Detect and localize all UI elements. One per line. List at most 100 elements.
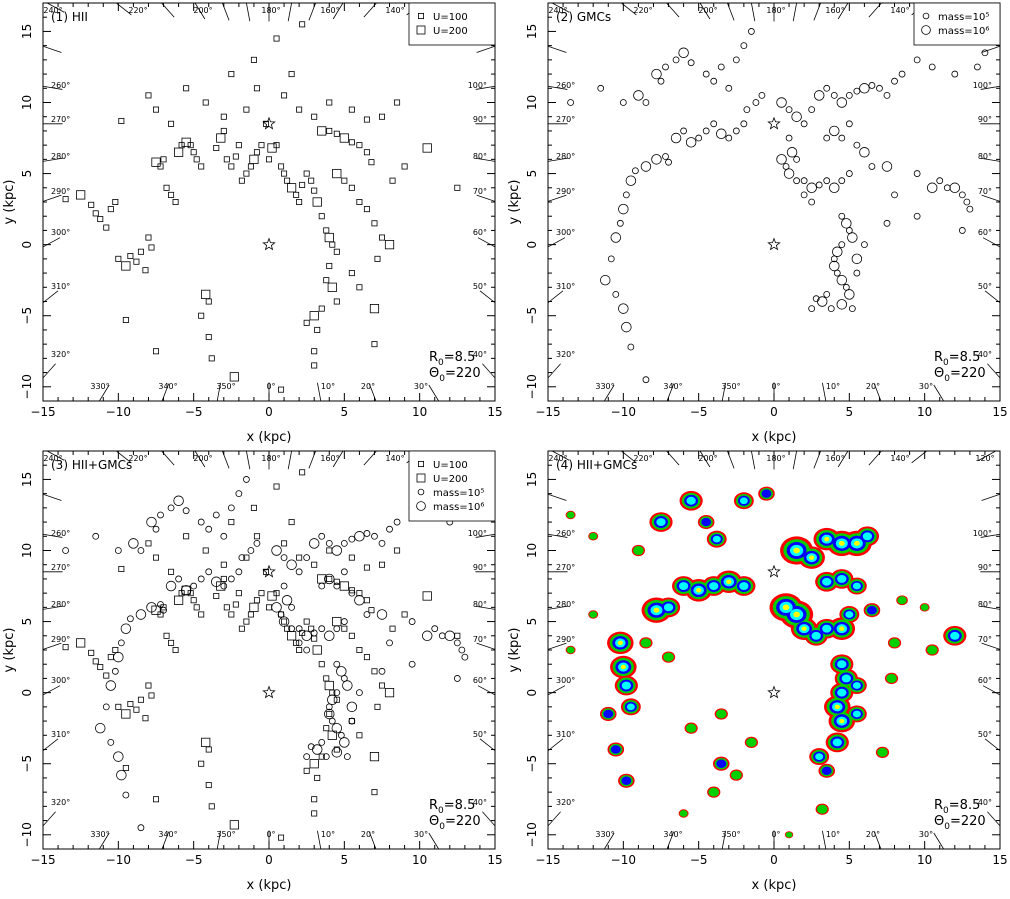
gmc-circle-marker <box>844 289 855 300</box>
contour-blob <box>926 645 938 655</box>
x-tick-label: −15 <box>535 405 560 419</box>
hii-square-marker <box>118 117 125 124</box>
hii-square-marker <box>216 133 226 143</box>
hii-square-marker <box>232 153 239 160</box>
x-tick-label: 5 <box>341 405 349 419</box>
y-tick-label: 5 <box>20 170 34 178</box>
gmc-circle-marker <box>295 639 303 647</box>
hii-square-marker <box>205 334 212 341</box>
hii-square-marker <box>103 672 110 679</box>
gmc-circle-marker <box>827 305 835 312</box>
hii-square-marker <box>356 284 363 291</box>
gmc-circle-marker <box>725 84 733 92</box>
longitude-ray <box>99 384 110 401</box>
gmc-circle-marker <box>685 137 697 148</box>
longitude-label-right: 100° <box>468 529 487 538</box>
sun-star-icon <box>262 116 276 130</box>
longitude-label-left: 280° <box>51 152 70 161</box>
gmc-circle-marker <box>883 219 891 227</box>
contour-blob <box>712 535 721 543</box>
longitude-label-right: 50° <box>978 730 992 739</box>
x-tick-label: 0 <box>770 853 778 867</box>
longitude-ray <box>246 451 251 470</box>
gmc-circle-marker <box>378 540 386 547</box>
contour-blob <box>866 605 877 615</box>
gmc-circle-marker <box>167 504 175 512</box>
contour-level-3 <box>603 489 962 785</box>
longitude-ray <box>43 533 63 538</box>
gmc-circle-marker <box>92 532 100 540</box>
hii-square-marker <box>173 595 184 605</box>
hii-square-marker <box>205 746 212 753</box>
hii-square-marker <box>348 632 355 639</box>
gmc-circle-marker <box>823 177 831 185</box>
gmc-circle-marker <box>102 703 110 711</box>
data-points <box>62 21 461 393</box>
hii-square-marker <box>293 191 300 198</box>
contour-blob <box>679 810 688 817</box>
gmc-circle-marker <box>812 295 820 303</box>
y-tick-label: 10 <box>525 543 539 558</box>
contour-blob <box>821 766 832 776</box>
longitude-ray <box>482 811 495 827</box>
longitude-ray <box>287 3 292 22</box>
longitude-ray <box>551 3 570 13</box>
gmc-circle-marker <box>160 606 167 614</box>
longitude-ray <box>548 290 564 304</box>
longitude-grid <box>43 3 495 401</box>
gmc-circle-marker <box>853 269 861 277</box>
gmc-circle-marker <box>619 99 627 106</box>
hii-square-marker <box>281 618 288 625</box>
contour-blob <box>685 723 697 733</box>
gmc-circle-marker <box>346 701 358 713</box>
hii-square-marker <box>168 568 175 575</box>
gmc-circle-marker <box>333 582 341 590</box>
longitude-ray <box>982 685 1000 696</box>
gmc-circle-marker <box>212 511 220 519</box>
gmc-circle-marker <box>793 177 800 185</box>
gmc-circle-marker <box>913 56 921 64</box>
longitude-ray <box>332 451 344 468</box>
longitude-ray <box>43 605 63 610</box>
gmc-circle-marker <box>197 575 205 583</box>
hii-square-marker <box>76 638 86 648</box>
hii-square-marker <box>389 177 396 184</box>
hii-square-marker <box>238 177 245 184</box>
longitude-label-bottom: 350° <box>216 830 235 839</box>
hii-square-marker <box>249 154 259 164</box>
axis-ticks: −15 −10 −5 0 5 10 15 −10 −5 0 5 10 15 <box>20 2 503 419</box>
longitude-label-top: 240° <box>548 6 567 15</box>
legend-entry-label: mass=10⁵ <box>938 12 989 23</box>
legend-square-icon <box>416 25 426 35</box>
hii-square-marker <box>122 764 129 771</box>
hii-square-marker <box>157 611 164 618</box>
hii-square-marker <box>243 618 250 625</box>
longitude-ray <box>46 3 65 13</box>
gmc-circle-marker <box>829 260 840 272</box>
longitude-ray <box>43 738 59 752</box>
longitude-ray <box>933 832 944 849</box>
x-tick-label: −5 <box>690 405 708 419</box>
hii-square-marker <box>378 113 385 120</box>
y-tick-label: 0 <box>525 241 539 249</box>
gmc-circle-marker <box>859 147 870 158</box>
longitude-label-left: 260° <box>51 529 70 538</box>
panel-title: (4) HII+GMCs <box>556 458 637 472</box>
gmc-circle-marker <box>845 170 853 177</box>
hii-square-marker <box>253 533 260 540</box>
hii-square-marker <box>317 126 327 136</box>
longitude-labels: 260° 270° 280° 290° 300° 310° 320° 100° 90° 80° 70… <box>43 454 489 839</box>
longitude-label-right: 70° <box>978 187 992 196</box>
contour-blob <box>621 681 631 690</box>
hii-square-marker <box>333 130 340 137</box>
gmc-circle-marker <box>642 376 650 384</box>
hii-square-marker <box>235 142 242 149</box>
gmc-circle-marker <box>146 516 157 528</box>
x-tick-label: 5 <box>846 405 854 419</box>
gmc-circle-marker <box>146 602 157 613</box>
hii-square-marker <box>273 590 280 597</box>
gmc-circle-marker <box>845 92 853 99</box>
contour-blob <box>739 497 748 505</box>
hii-square-marker <box>288 71 295 78</box>
gmc-circle-marker <box>838 177 846 185</box>
